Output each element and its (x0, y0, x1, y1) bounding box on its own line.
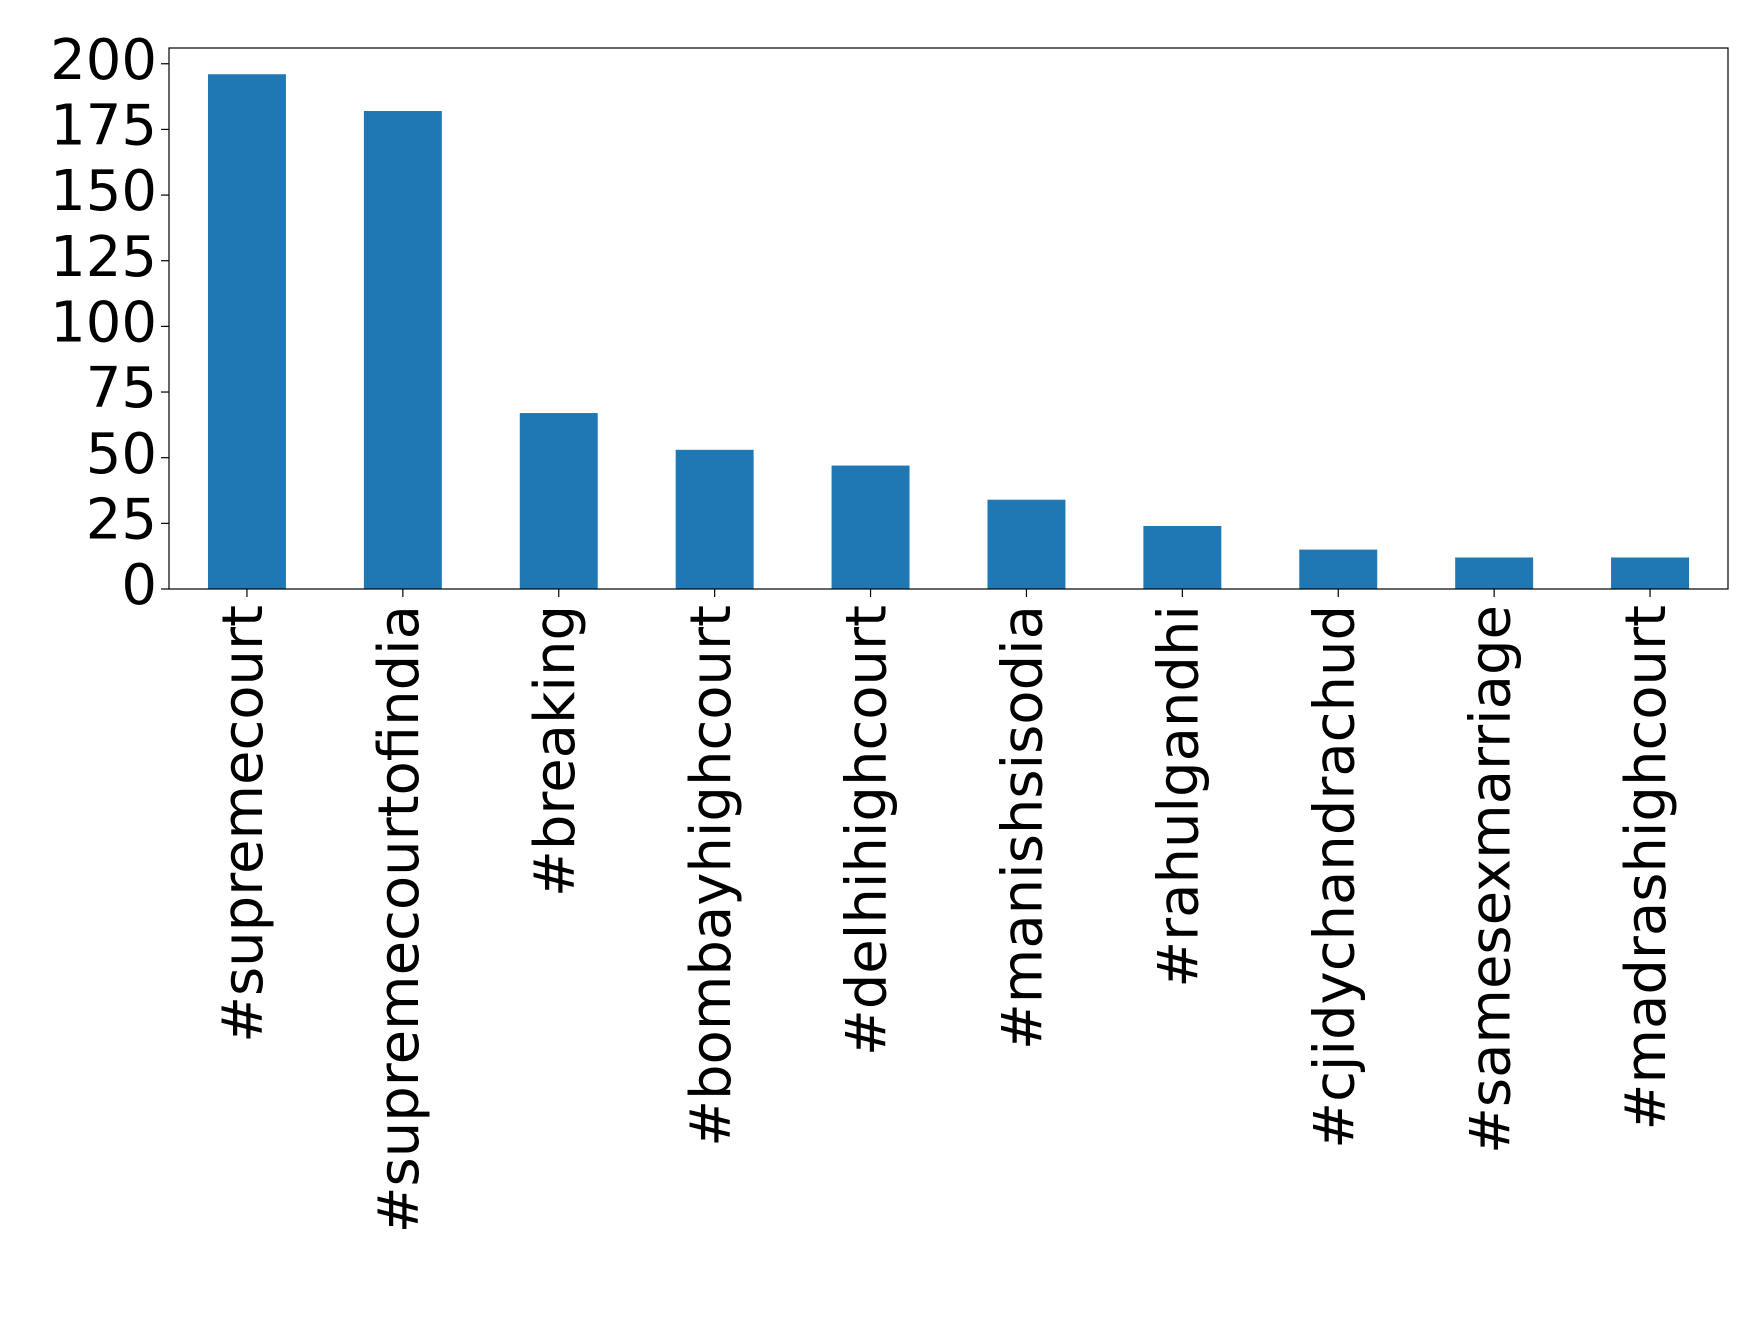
x-tick-label: #manishsisodia (991, 605, 1056, 1050)
x-tick-label: #delhihighcourt (835, 605, 900, 1056)
bar (1143, 525, 1222, 589)
x-tick-label: #supremecourt (211, 605, 276, 1043)
y-tick-label: 175 (50, 94, 157, 159)
y-tick-label: 0 (121, 553, 157, 618)
bar (363, 111, 442, 590)
x-tick-label: #breaking (523, 605, 588, 897)
x-tick-label: #cjidychandrachud (1302, 605, 1367, 1149)
x-tick-label: #rahulgandhi (1146, 605, 1211, 988)
bar (831, 465, 910, 589)
bar (1299, 549, 1378, 589)
plot-frame (168, 47, 1729, 590)
y-tick-label: 50 (86, 422, 157, 487)
bar (987, 499, 1066, 589)
y-tick-label: 100 (50, 291, 157, 356)
y-tick-label: 150 (50, 159, 157, 224)
bar (675, 449, 754, 589)
y-tick-label: 25 (86, 487, 157, 552)
y-tick-label: 200 (50, 28, 157, 93)
bar (519, 413, 598, 589)
x-tick-label: #samesexmarriage (1458, 605, 1523, 1154)
bar (1611, 557, 1690, 589)
bar (207, 74, 286, 589)
y-tick-label: 125 (50, 225, 157, 290)
bar (1455, 557, 1534, 589)
x-tick-label: #madrashighcourt (1614, 605, 1679, 1130)
x-tick-label: #bombayhighcourt (679, 605, 744, 1147)
x-tick-label: #supremecourtofindia (367, 605, 432, 1233)
y-tick-label: 75 (86, 356, 157, 421)
